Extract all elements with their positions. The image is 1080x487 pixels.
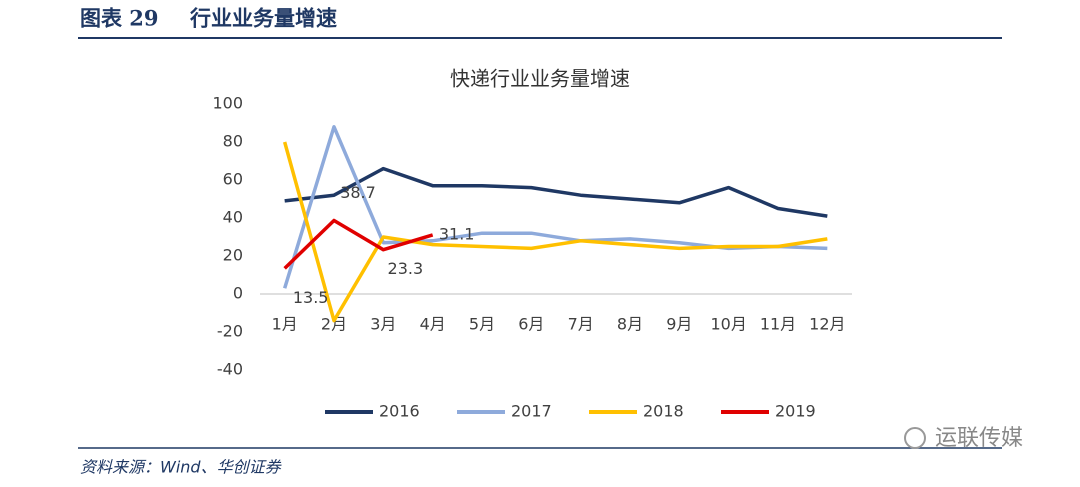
x-tick-label: 9月 <box>666 315 692 334</box>
legend-label: 2016 <box>379 402 420 421</box>
y-tick-label: 40 <box>223 208 243 227</box>
y-tick-label: 60 <box>223 170 243 189</box>
y-tick-label: -40 <box>217 360 243 379</box>
x-tick-label: 1月 <box>272 315 298 334</box>
figure-label: 图表 29 <box>80 6 159 31</box>
legend-label: 2019 <box>775 402 816 421</box>
y-tick-label: 0 <box>233 284 243 303</box>
x-tick-label: 8月 <box>617 315 643 334</box>
x-tick-label: 3月 <box>370 315 396 334</box>
x-tick-label: 11月 <box>760 315 796 334</box>
watermark: 运联传媒 <box>935 426 1023 451</box>
figure-title: 行业业务量增速 <box>189 6 337 31</box>
x-tick-label: 7月 <box>568 315 594 334</box>
data-label: 38.7 <box>340 183 376 202</box>
y-tick-label: 80 <box>223 132 243 151</box>
y-tick-label: 100 <box>212 94 243 113</box>
x-tick-label: 2月 <box>321 315 347 334</box>
x-tick-label: 4月 <box>420 315 446 334</box>
x-tick-label: 10月 <box>710 315 746 334</box>
data-label: 13.5 <box>293 288 329 307</box>
legend-label: 2017 <box>511 402 552 421</box>
data-label: 31.1 <box>439 224 475 243</box>
source: 资料来源：Wind、华创证券 <box>80 458 283 477</box>
legend-label: 2018 <box>643 402 684 421</box>
chart-title: 快递行业业务量增速 <box>450 67 630 91</box>
x-tick-label: 6月 <box>518 315 544 334</box>
data-label: 23.3 <box>388 259 424 278</box>
watermark-icon <box>904 427 926 449</box>
series-line <box>284 166 828 218</box>
series-line <box>282 141 828 323</box>
x-tick-label: 12月 <box>809 315 845 334</box>
y-tick-label: 20 <box>223 246 243 265</box>
y-tick-label: -20 <box>217 322 243 341</box>
x-tick-label: 5月 <box>469 315 495 334</box>
series-line <box>283 218 434 270</box>
